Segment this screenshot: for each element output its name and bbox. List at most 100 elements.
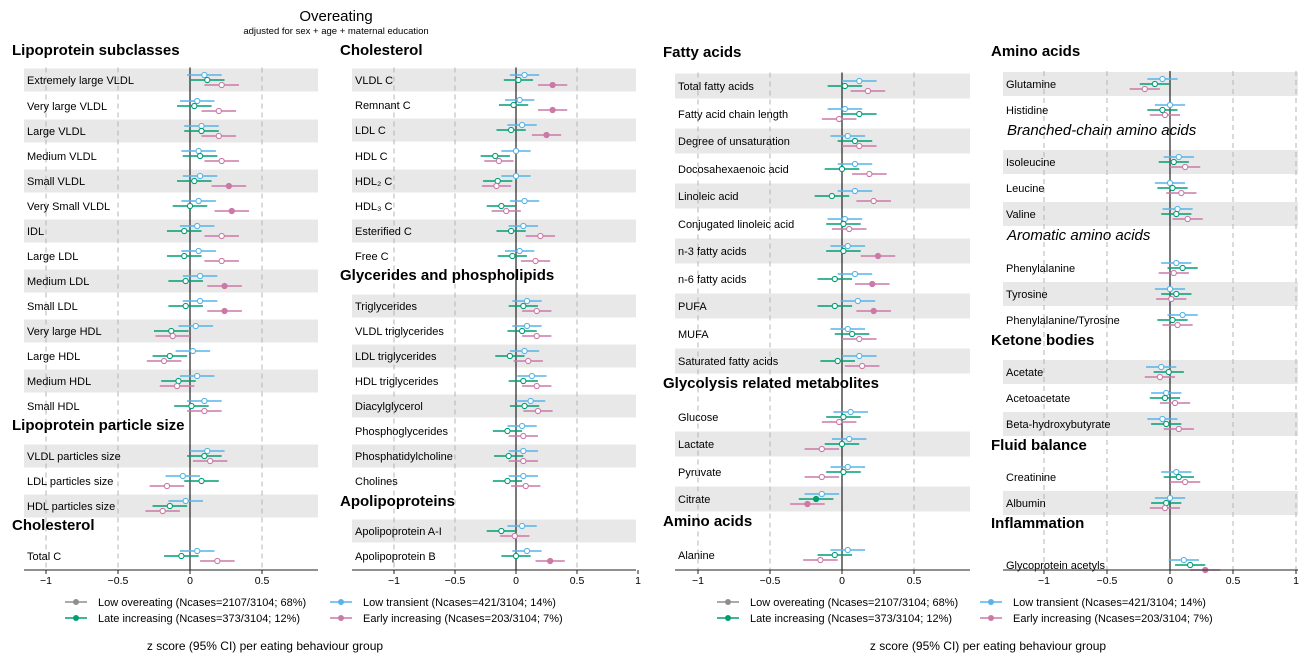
point-marker (521, 347, 528, 355)
point-marker (834, 357, 841, 365)
x-tick-label: −1 (388, 575, 400, 587)
row-label: Phosphatidylcholine (355, 451, 453, 463)
point-marker (520, 457, 527, 465)
point-marker (1181, 163, 1189, 171)
section-header: Apolipoproteins (340, 493, 455, 510)
row-label: Very Small VLDL (27, 201, 110, 213)
x-tick-label: 0.5 (907, 575, 922, 587)
point-marker (1171, 399, 1179, 407)
section-header: Glycolysis related metabolites (663, 375, 879, 392)
point-marker (844, 546, 851, 554)
legend-label: Low overeating (Ncases=2107/3104; 68%) (750, 597, 958, 609)
x-tick-label: 0 (1167, 575, 1173, 587)
section-header: Amino acids (991, 43, 1080, 60)
point-marker (188, 402, 195, 410)
point-marker (492, 152, 499, 160)
row-label: Valine (1006, 209, 1036, 221)
point-marker (874, 252, 882, 260)
panel-column: Lipoprotein subclasses Lipoprotein partic… (12, 42, 318, 587)
row-label: Large VLDL (27, 126, 86, 138)
row-band (675, 431, 970, 457)
point-marker (844, 132, 851, 140)
point-marker (1169, 184, 1176, 192)
row-label: HDL particles size (27, 501, 115, 513)
row-label: Glucose (678, 412, 718, 424)
point-marker (1163, 420, 1170, 428)
point-marker (510, 101, 517, 109)
point-marker (195, 197, 202, 205)
point-marker (520, 302, 527, 310)
row-band (24, 68, 318, 92)
point-marker (192, 322, 199, 330)
point-marker (525, 357, 532, 365)
point-marker (1180, 556, 1188, 564)
row-label: Tyrosine (1006, 289, 1048, 301)
point-marker (201, 397, 208, 405)
row-band (1003, 202, 1298, 226)
legend-label: Low transient (Ncases=421/3104; 14%) (1013, 597, 1206, 609)
point-marker (189, 347, 197, 355)
point-marker (1173, 210, 1180, 218)
row-label: Linoleic acid (678, 191, 739, 203)
point-marker (856, 335, 863, 343)
point-marker (194, 547, 201, 555)
point-marker (523, 297, 531, 305)
point-marker (537, 232, 544, 240)
point-marker (204, 447, 211, 455)
point-marker (186, 202, 194, 210)
x-tick-label: −1 (692, 575, 704, 587)
point-marker (518, 422, 526, 430)
point-marker (1151, 80, 1159, 88)
point-marker (507, 126, 515, 134)
row-band (1003, 491, 1298, 515)
point-marker (204, 76, 211, 84)
point-marker (175, 377, 182, 385)
row-label: Total C (27, 551, 61, 563)
point-marker (859, 362, 866, 370)
figure-subtitle: adjusted for sex + age + maternal educat… (243, 26, 428, 37)
point-marker (1166, 101, 1174, 109)
legend-marker (725, 599, 731, 605)
row-band (24, 444, 318, 468)
section-header: Cholesterol (12, 517, 95, 534)
row-label: Phosphoglycerides (355, 426, 448, 438)
point-marker (818, 490, 825, 498)
point-marker (818, 473, 825, 481)
row-label: LDL triglycerides (355, 351, 437, 363)
point-marker (511, 532, 518, 540)
point-marker (498, 202, 505, 210)
point-marker (194, 372, 201, 380)
x-tick-label: −0.5 (445, 575, 466, 587)
point-marker (159, 507, 166, 515)
x-axis-title-right: z score (95% CI) per eating behaviour gr… (870, 639, 1106, 653)
section-header: Fluid balance (991, 437, 1087, 454)
legend-label: Low transient (Ncases=421/3104; 14%) (363, 597, 556, 609)
point-marker (520, 222, 527, 230)
point-marker (1170, 158, 1177, 166)
legend-label: Late increasing (Ncases=373/3104; 12%) (750, 613, 952, 625)
row-label: Glycoprotein acetyls (1006, 560, 1106, 572)
legend-marker (988, 615, 994, 621)
x-tick-label: −1 (1038, 575, 1050, 587)
point-marker (856, 142, 863, 150)
point-marker (844, 325, 851, 333)
figure-title: Overeating (299, 8, 372, 25)
point-marker (163, 482, 171, 490)
point-marker (520, 447, 527, 455)
point-marker (1161, 504, 1169, 512)
point-marker (1161, 394, 1169, 402)
point-marker (214, 557, 221, 565)
point-marker (166, 502, 173, 510)
point-marker (182, 277, 189, 285)
x-tick-label: −0.5 (1097, 575, 1118, 587)
legend-label: Low overeating (Ncases=2107/3104; 68%) (98, 597, 306, 609)
point-marker (831, 302, 838, 310)
row-band (352, 219, 636, 243)
row-band (675, 73, 970, 99)
row-label: Medium LDL (27, 276, 89, 288)
point-marker (1175, 473, 1182, 481)
point-marker (549, 81, 556, 89)
point-marker (831, 551, 838, 559)
row-label: VLDL triglycerides (355, 326, 444, 338)
point-marker (522, 482, 529, 490)
